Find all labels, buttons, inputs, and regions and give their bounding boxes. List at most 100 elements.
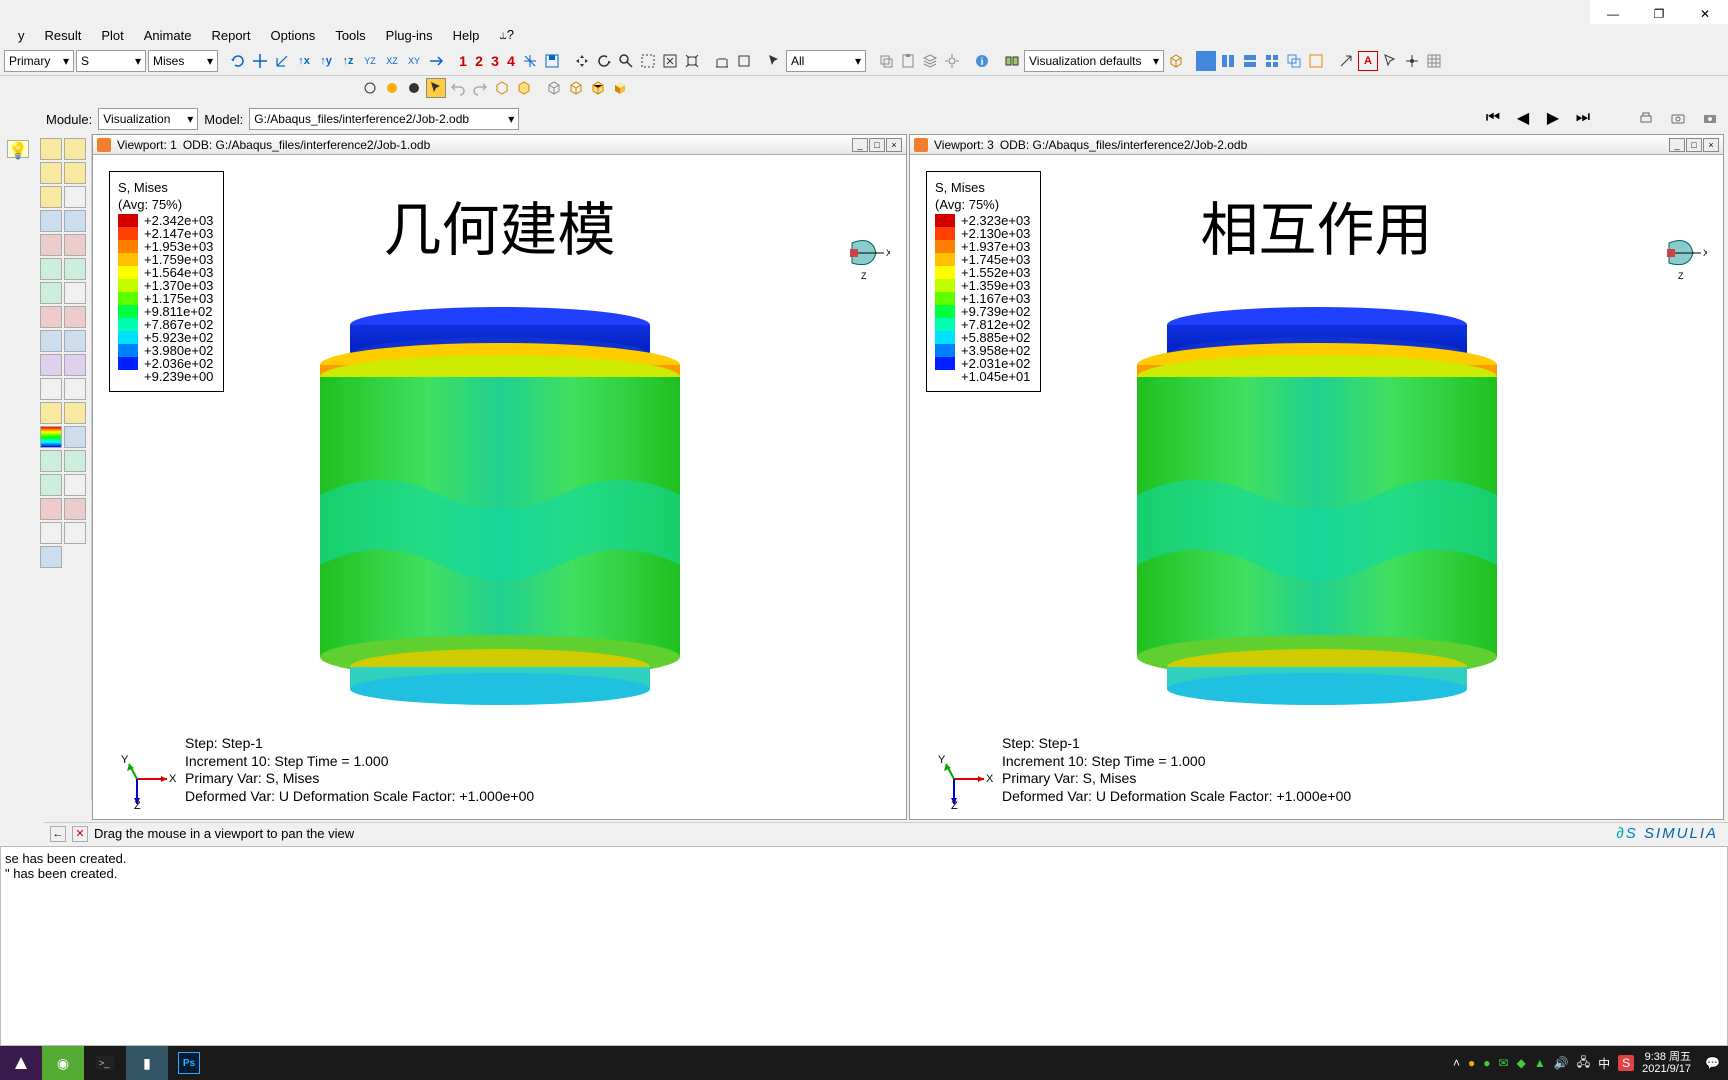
preset-dropdown[interactable]: Visualization defaults▾ bbox=[1024, 50, 1164, 72]
view-z-icon[interactable]: ↑z bbox=[338, 51, 358, 71]
tree-icon[interactable]: 💡 bbox=[7, 140, 29, 158]
tool-animate-scale[interactable] bbox=[40, 258, 62, 280]
box-zoom-icon[interactable] bbox=[638, 51, 658, 71]
light-icon[interactable] bbox=[426, 78, 446, 98]
wireframe1-icon[interactable] bbox=[492, 78, 512, 98]
tool-ply[interactable] bbox=[40, 474, 62, 496]
prev-frame-button[interactable]: ◀ bbox=[1514, 109, 1532, 127]
wireframe2-icon[interactable] bbox=[514, 78, 534, 98]
perspective-icon[interactable] bbox=[712, 51, 732, 71]
tool-display-group[interactable] bbox=[40, 402, 62, 424]
vp1-max-button[interactable]: □ bbox=[869, 138, 885, 152]
taskbar-app-abaqus[interactable]: ▮ bbox=[126, 1046, 168, 1080]
tool-spectrum[interactable] bbox=[40, 426, 62, 448]
tool-field-output[interactable] bbox=[40, 330, 62, 352]
layer-icon[interactable] bbox=[920, 51, 940, 71]
viewport-link-icon[interactable] bbox=[1002, 51, 1022, 71]
view-y-icon[interactable]: ↑y bbox=[316, 51, 336, 71]
tool-stream[interactable] bbox=[64, 450, 86, 472]
status-cancel-button[interactable]: ✕ bbox=[72, 826, 88, 842]
viewport-1-canvas[interactable]: S, Mises (Avg: 75%) +2.342e+03+2.147e+03… bbox=[93, 155, 906, 819]
tool-probe[interactable] bbox=[40, 546, 62, 568]
menu-plot[interactable]: Plot bbox=[91, 26, 133, 45]
tile-icon[interactable] bbox=[1306, 51, 1326, 71]
tray-input-icon[interactable]: S bbox=[1618, 1055, 1634, 1071]
rotate-mode-icon[interactable] bbox=[594, 51, 614, 71]
model-dropdown[interactable]: G:/Abaqus_files/interference2/Job-2.odb▾ bbox=[249, 108, 519, 130]
tray-icon[interactable]: ● bbox=[1483, 1056, 1490, 1070]
layout-2-icon[interactable] bbox=[1218, 51, 1238, 71]
tool-common-opt[interactable] bbox=[40, 210, 62, 232]
view-xz-icon[interactable]: XZ bbox=[382, 51, 402, 71]
menu-plugins[interactable]: Plug-ins bbox=[376, 26, 443, 45]
datum-2[interactable]: 2 bbox=[472, 53, 486, 69]
menu-help[interactable]: Help bbox=[443, 26, 490, 45]
box-icon[interactable] bbox=[1166, 51, 1186, 71]
module-dropdown[interactable]: Visualization▾ bbox=[98, 108, 198, 130]
taskbar[interactable]: ◉ >_ ▮ Ps ˄ ● ● ✉ ◆ ▲ 🔊 🖧 中 S 9:38 周五 20… bbox=[0, 1046, 1728, 1080]
camera-icon[interactable] bbox=[1668, 108, 1688, 128]
print-icon[interactable] bbox=[1636, 108, 1656, 128]
tool-plot-symbol[interactable] bbox=[64, 162, 86, 184]
tool-xy-manager[interactable] bbox=[64, 354, 86, 376]
grid-icon[interactable] bbox=[1424, 51, 1444, 71]
tool-overlay[interactable] bbox=[40, 498, 62, 520]
viewport-1[interactable]: Viewport: 1 ODB: G:/Abaqus_files/interfe… bbox=[92, 134, 907, 820]
menu-y[interactable]: y bbox=[8, 26, 35, 45]
tray-icon[interactable]: ▲ bbox=[1534, 1056, 1546, 1070]
tool-symbol-opt[interactable] bbox=[64, 234, 86, 256]
copy-icon[interactable] bbox=[876, 51, 896, 71]
select-icon[interactable] bbox=[764, 51, 784, 71]
view-xy-icon[interactable]: XY bbox=[404, 51, 424, 71]
message-console[interactable]: se has been created. " has been created. bbox=[0, 846, 1728, 1046]
filter-dropdown[interactable]: All▾ bbox=[786, 50, 866, 72]
layout-3-icon[interactable] bbox=[1240, 51, 1260, 71]
tool-plot-contour[interactable] bbox=[40, 162, 62, 184]
tool-plot-undeformed[interactable] bbox=[40, 138, 62, 160]
menu-animate[interactable]: Animate bbox=[134, 26, 202, 45]
render-filled-icon[interactable] bbox=[588, 78, 608, 98]
tool-create-xy[interactable] bbox=[40, 354, 62, 376]
tray-notifications-icon[interactable]: 💬 bbox=[1705, 1056, 1720, 1070]
first-frame-button[interactable]: ⏮ bbox=[1484, 109, 1502, 127]
rotate-icon[interactable] bbox=[228, 51, 248, 71]
menu-whatsthis[interactable]: ⥿? bbox=[489, 25, 524, 45]
undo-icon[interactable] bbox=[448, 78, 468, 98]
menu-report[interactable]: Report bbox=[201, 26, 260, 45]
datum-4[interactable]: 4 bbox=[504, 53, 518, 69]
render-shaded-icon[interactable] bbox=[610, 78, 630, 98]
vp3-max-button[interactable]: □ bbox=[1686, 138, 1702, 152]
menu-result[interactable]: Result bbox=[35, 26, 92, 45]
tray-up-icon[interactable]: ˄ bbox=[1453, 1056, 1460, 1070]
circle3-icon[interactable] bbox=[404, 78, 424, 98]
vp1-close-button[interactable]: × bbox=[886, 138, 902, 152]
tool-animate-time[interactable] bbox=[64, 258, 86, 280]
tool-linked-vp[interactable] bbox=[64, 498, 86, 520]
view-x-icon[interactable]: ↑x bbox=[294, 51, 314, 71]
tray-network-icon[interactable]: 🖧 bbox=[1577, 1053, 1590, 1074]
tool-both[interactable] bbox=[40, 186, 62, 208]
paste-icon[interactable] bbox=[898, 51, 918, 71]
render-wire-icon[interactable] bbox=[544, 78, 564, 98]
tool-odb-display[interactable] bbox=[64, 402, 86, 424]
fit-icon[interactable] bbox=[660, 51, 680, 71]
status-back-button[interactable]: ← bbox=[50, 826, 66, 842]
cascade-icon[interactable] bbox=[1284, 51, 1304, 71]
tool-contour-opt[interactable] bbox=[40, 234, 62, 256]
pan-mode-icon[interactable] bbox=[572, 51, 592, 71]
annotation-text-icon[interactable]: A bbox=[1358, 51, 1378, 71]
menu-options[interactable]: Options bbox=[261, 26, 326, 45]
tray-icon[interactable]: ● bbox=[1468, 1056, 1475, 1070]
tool-xydata[interactable] bbox=[64, 306, 86, 328]
layout-1-icon[interactable] bbox=[1196, 51, 1216, 71]
taskbar-app-terminal[interactable]: >_ bbox=[84, 1046, 126, 1080]
tray-volume-icon[interactable]: 🔊 bbox=[1554, 1056, 1569, 1070]
tool-history-output[interactable] bbox=[64, 330, 86, 352]
tool-xyplot[interactable] bbox=[40, 306, 62, 328]
start-button[interactable] bbox=[0, 1046, 42, 1080]
component-dropdown[interactable]: Mises▾ bbox=[148, 50, 218, 72]
viewport-3[interactable]: Viewport: 3 ODB: G:/Abaqus_files/interfe… bbox=[909, 134, 1724, 820]
datum-1[interactable]: 1 bbox=[456, 53, 470, 69]
save-view-icon[interactable] bbox=[542, 51, 562, 71]
tray-ime-icon[interactable]: 中 bbox=[1598, 1055, 1610, 1072]
